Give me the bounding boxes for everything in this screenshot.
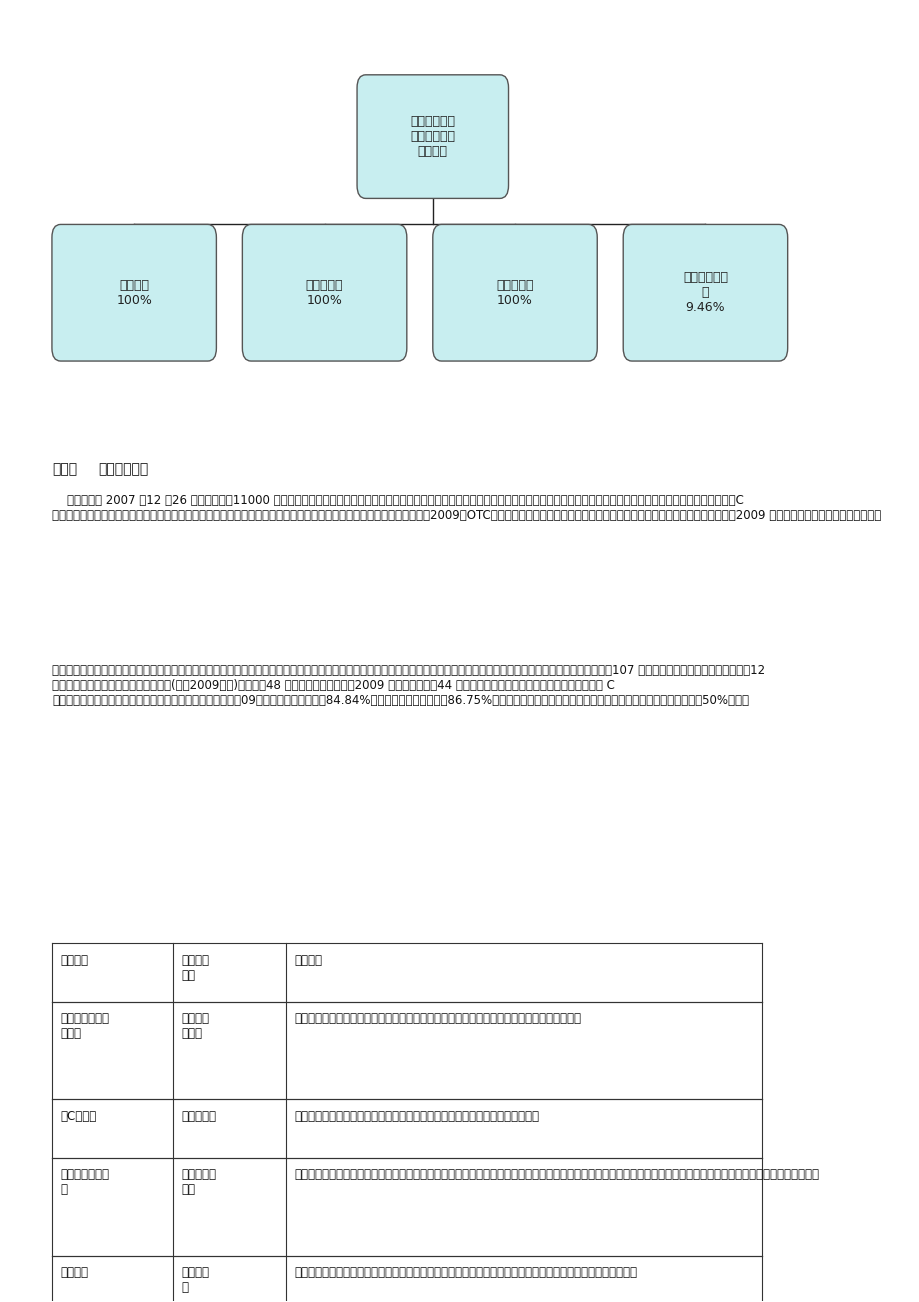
- Text: 公司主要业务: 公司主要业务: [97, 462, 148, 475]
- Text: 金感胶囊: 金感胶囊: [61, 1266, 88, 1279]
- FancyBboxPatch shape: [357, 74, 508, 198]
- Text: 止咳化痰
类用药: 止咳化痰 类用药: [182, 1012, 210, 1040]
- Text: 所属细分
行业: 所属细分 行业: [182, 953, 210, 982]
- Text: 天台山药业
100%: 天台山药业 100%: [305, 279, 343, 307]
- FancyBboxPatch shape: [51, 224, 216, 361]
- FancyBboxPatch shape: [242, 224, 406, 361]
- Text: 补气养阴，润肺止咳，益胃生津。用于感冒及慢性支气管炎引起的咳嗽，咽干，咯痰，气喘。: 补气养阴，润肺止咳，益胃生津。用于感冒及慢性支气管炎引起的咳嗽，咽干，咯痰，气喘…: [294, 1012, 581, 1025]
- Text: 活血化瘀，行气止痛，消食化滞。用于气滞血瘀引起的胸痹，症见胸痛，胸闷，气短，心悸等；冠心病心绞痛、高脂血症、脑动脉硬化，中风、中风后遗症见上述症状者。: 活血化瘀，行气止痛，消食化滞。用于气滞血瘀引起的胸痹，症见胸痛，胸闷，气短，心悸…: [294, 1168, 819, 1181]
- Text: 安顺市商业银
行
9.46%: 安顺市商业银 行 9.46%: [682, 271, 727, 314]
- Text: 贵州百灵企业
集团制药股份
有限公司: 贵州百灵企业 集团制药股份 有限公司: [410, 115, 455, 158]
- Text: 辛凉解表，清热解毒。用于流行性感冒引起的发热头痛、咳嗽、口干、咽喉疼痛: 辛凉解表，清热解毒。用于流行性感冒引起的发热头痛、咳嗽、口干、咽喉疼痛: [294, 1109, 539, 1122]
- Text: 销售公司
100%: 销售公司 100%: [116, 279, 152, 307]
- Text: 公司主要从事止咳化痰用药、感冒用药及心脑血管用药系列中成药等产品的生产与销售，以及其他天然药物和化学药物的研究开发。公司及全资子公司天台山药业现拥有药品批准文号: 公司主要从事止咳化痰用药、感冒用药及心脑血管用药系列中成药等产品的生产与销售，以…: [51, 664, 765, 707]
- Text: （三）: （三）: [51, 462, 77, 475]
- Text: 公司成立于 2007 年12 月26 日，注册资本11000 万元，法定代表人为姜伟先生。公司主要从事止咳化痰用药、感冒用药、心脑血管用药等中成药的生产与销售，: 公司成立于 2007 年12 月26 日，注册资本11000 万元，法定代表人为…: [51, 495, 880, 522]
- Text: 感冒类用
药: 感冒类用 药: [182, 1266, 210, 1294]
- Text: 清热解毒，疏风解表。用于普通感冒、流行性感冒、外感风热症，症见发热、头痛，鼻塞，流涕，咳嗽，咽痛。: 清热解毒，疏风解表。用于普通感冒、流行性感冒、外感风热症，症见发热、头痛，鼻塞，…: [294, 1266, 637, 1279]
- Text: 感冒类用药: 感冒类用药: [182, 1109, 217, 1122]
- FancyBboxPatch shape: [432, 224, 596, 361]
- FancyBboxPatch shape: [622, 224, 787, 361]
- Text: 纯净水公司
100%: 纯净水公司 100%: [495, 279, 533, 307]
- Text: 心脑血管类
用药: 心脑血管类 用药: [182, 1168, 217, 1197]
- Text: 药品名称: 药品名称: [61, 953, 88, 966]
- Text: 咳速停糖浆（及
胶囊）: 咳速停糖浆（及 胶囊）: [61, 1012, 109, 1040]
- Text: 银丹心脑通软胶
囊: 银丹心脑通软胶 囊: [61, 1168, 109, 1197]
- Text: 维C银翘片: 维C银翘片: [61, 1109, 96, 1122]
- Text: 具体用途: 具体用途: [294, 953, 322, 966]
